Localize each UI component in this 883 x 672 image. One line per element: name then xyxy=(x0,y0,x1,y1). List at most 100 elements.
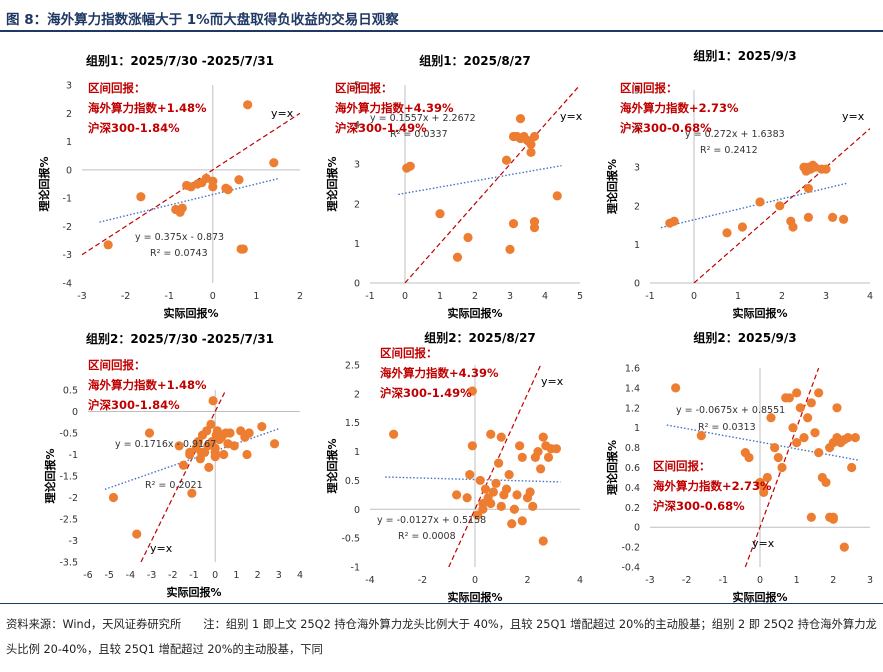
x-tick-label: 1 xyxy=(735,291,741,302)
x-tick-label: 1 xyxy=(437,291,443,302)
data-point xyxy=(799,433,809,443)
x-tick-label: -3 xyxy=(645,575,654,586)
chart-title: 组别2：2025/7/30 -2025/7/31 xyxy=(86,331,274,346)
data-point xyxy=(491,478,501,488)
title-rule xyxy=(0,30,883,32)
data-point xyxy=(792,388,802,398)
data-point xyxy=(478,504,488,514)
trend-line xyxy=(398,164,562,196)
x-tick-label: 2 xyxy=(297,291,303,302)
y-tick-label: -2 xyxy=(69,493,78,504)
diagonal-label: y=x xyxy=(271,107,294,120)
data-point xyxy=(244,428,254,438)
x-tick-label: 2 xyxy=(830,575,836,586)
data-point xyxy=(185,449,195,460)
y-tick-label: -3 xyxy=(63,250,72,261)
data-point xyxy=(480,484,491,494)
data-point xyxy=(850,433,860,443)
diagonal-label: y=x xyxy=(842,110,865,123)
r-squared: R² = 0.0337 xyxy=(390,129,448,140)
x-tick-label: -3 xyxy=(147,570,156,581)
r-squared: R² = 0.0008 xyxy=(398,531,456,542)
data-point xyxy=(792,438,802,448)
x-tick-label: -1 xyxy=(365,291,374,302)
y-tick-label: -3.5 xyxy=(59,558,78,569)
r-squared: R² = 0.2021 xyxy=(145,480,203,491)
y-tick-label: 4 xyxy=(634,124,640,135)
data-point xyxy=(762,472,772,483)
x-tick-label: -2 xyxy=(121,291,130,302)
data-point xyxy=(132,529,142,539)
y-tick-label: 2 xyxy=(634,201,640,212)
y-axis-label: 理论回报% xyxy=(43,448,57,503)
data-point xyxy=(210,443,220,453)
diagonal-line xyxy=(693,128,870,283)
data-point xyxy=(405,161,415,171)
diagonal-line xyxy=(448,365,542,567)
x-tick-label: -5 xyxy=(104,570,113,581)
y-tick-label: 0.5 xyxy=(345,476,360,487)
data-point xyxy=(529,131,540,142)
data-point xyxy=(103,240,113,250)
y-tick-label: 0 xyxy=(634,279,640,290)
data-point xyxy=(486,429,496,439)
y-tick-label: 1 xyxy=(354,447,360,458)
data-point xyxy=(517,516,527,526)
diagonal-line xyxy=(140,390,227,562)
data-point xyxy=(208,396,218,406)
x-axis-label: 实际回报% xyxy=(166,585,221,599)
y-tick-label: -2 xyxy=(63,222,72,233)
data-point xyxy=(501,155,512,165)
trend-equation: y = 0.375x - 0.873 xyxy=(135,232,224,243)
y-tick-label: -0.2 xyxy=(621,543,640,554)
data-point xyxy=(243,100,253,110)
x-axis-label: 实际回报% xyxy=(447,590,502,604)
data-point xyxy=(269,158,279,168)
data-point xyxy=(269,439,280,449)
diagonal-label: y=x xyxy=(150,542,173,555)
trend-equation: y = 0.272x + 1.6383 xyxy=(685,129,785,140)
data-point xyxy=(810,428,820,438)
x-tick-label: 2 xyxy=(524,575,530,586)
y-tick-label: -0.5 xyxy=(341,534,360,545)
x-tick-label: 0 xyxy=(210,291,216,302)
data-point xyxy=(795,403,805,413)
data-point xyxy=(788,222,798,232)
y-tick-label: 0 xyxy=(354,505,360,516)
figure-title: 图 8：海外算力指数涨幅大于 1%而大盘取得负收益的交易日观察 xyxy=(6,12,399,28)
note-text: 注：组别 1 即上文 25Q2 持仓海外算力龙头比例大于 40%，且较 25Q1… xyxy=(6,618,877,656)
data-point xyxy=(501,484,512,494)
y-tick-label: 0 xyxy=(634,523,640,534)
interval-return-text: 区间回报： xyxy=(335,81,393,95)
trend-equation: y = 0.1716x - 0.9167 xyxy=(115,439,216,450)
x-tick-label: 3 xyxy=(276,570,282,581)
data-point xyxy=(551,444,561,454)
x-tick-label: -3 xyxy=(77,291,86,302)
data-point xyxy=(504,470,514,480)
interval-return-text: 区间回报： xyxy=(653,459,711,473)
interval-return-text: 海外算力指数+1.48% xyxy=(88,101,207,115)
data-point xyxy=(773,452,783,463)
data-point xyxy=(187,488,197,498)
x-tick-label: -4 xyxy=(126,570,135,581)
data-point xyxy=(517,452,527,462)
trend-line xyxy=(99,177,279,223)
data-point xyxy=(488,487,498,497)
data-point xyxy=(463,232,473,243)
data-point xyxy=(526,139,536,149)
interval-return-text: 海外算力指数+1.48% xyxy=(88,378,207,392)
data-point xyxy=(225,428,235,438)
data-point xyxy=(770,443,780,453)
x-tick-label: 0 xyxy=(212,570,218,581)
y-tick-label: 1.4 xyxy=(625,383,640,394)
y-tick-label: 1 xyxy=(634,423,640,434)
data-point xyxy=(775,201,785,211)
y-tick-label: 2 xyxy=(354,389,360,400)
data-point xyxy=(467,386,477,396)
interval-return-text: 区间回报： xyxy=(380,346,438,360)
x-tick-label: 0 xyxy=(402,291,408,302)
data-point xyxy=(435,209,445,219)
x-tick-label: -6 xyxy=(83,570,92,581)
diagonal-label: y=x xyxy=(560,110,583,123)
data-point xyxy=(814,388,824,398)
